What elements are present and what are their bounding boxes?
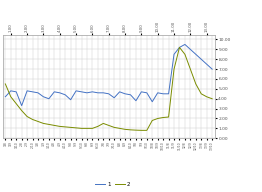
2	[123, 128, 127, 131]
2	[96, 125, 99, 127]
2	[64, 126, 67, 128]
2	[194, 83, 197, 85]
1	[4, 96, 7, 98]
1	[129, 94, 132, 96]
Line: 1: 1	[5, 44, 212, 106]
1	[31, 91, 34, 93]
1	[189, 48, 192, 50]
2	[189, 68, 192, 70]
1	[134, 100, 138, 102]
2	[74, 127, 78, 129]
1	[53, 91, 56, 93]
2	[156, 117, 159, 120]
1	[156, 92, 159, 94]
2	[31, 118, 34, 121]
2	[151, 119, 154, 122]
1	[25, 90, 29, 92]
1	[123, 93, 127, 95]
1	[15, 91, 18, 93]
1	[42, 96, 45, 98]
2	[178, 46, 181, 49]
1	[91, 91, 94, 93]
1	[118, 91, 121, 93]
1	[64, 94, 67, 96]
2	[69, 126, 72, 128]
2	[80, 127, 83, 130]
2	[140, 129, 143, 132]
1	[80, 91, 83, 93]
2	[145, 129, 148, 132]
2	[91, 127, 94, 130]
2	[9, 96, 12, 98]
2	[129, 129, 132, 131]
2	[53, 124, 56, 127]
1	[162, 93, 165, 95]
1	[205, 63, 208, 65]
2	[107, 124, 110, 127]
1	[107, 93, 110, 95]
1	[211, 68, 214, 70]
1	[151, 101, 154, 103]
1	[167, 93, 170, 95]
2	[183, 53, 187, 55]
2	[211, 98, 214, 100]
2	[162, 116, 165, 119]
2	[102, 122, 105, 125]
2	[42, 122, 45, 125]
1	[85, 92, 89, 94]
1	[20, 104, 23, 107]
2	[25, 115, 29, 118]
1	[145, 92, 148, 94]
1	[36, 92, 40, 94]
1	[47, 98, 51, 100]
2	[47, 123, 51, 126]
2	[172, 68, 176, 70]
Line: 2: 2	[5, 47, 212, 130]
2	[167, 116, 170, 118]
1	[172, 53, 176, 55]
2	[58, 125, 61, 127]
1	[102, 92, 105, 94]
1	[140, 91, 143, 93]
1	[194, 53, 197, 55]
2	[113, 126, 116, 128]
1	[69, 98, 72, 101]
1	[113, 97, 116, 99]
1	[58, 92, 61, 94]
2	[85, 127, 89, 130]
2	[205, 96, 208, 98]
2	[118, 127, 121, 130]
2	[20, 109, 23, 112]
2	[200, 93, 203, 95]
Legend: 1, 2: 1, 2	[92, 180, 133, 189]
1	[178, 46, 181, 49]
1	[9, 90, 12, 92]
2	[36, 120, 40, 123]
2	[15, 103, 18, 105]
1	[96, 92, 99, 94]
2	[134, 129, 138, 131]
1	[183, 43, 187, 46]
1	[200, 58, 203, 60]
1	[74, 90, 78, 92]
2	[4, 83, 7, 85]
